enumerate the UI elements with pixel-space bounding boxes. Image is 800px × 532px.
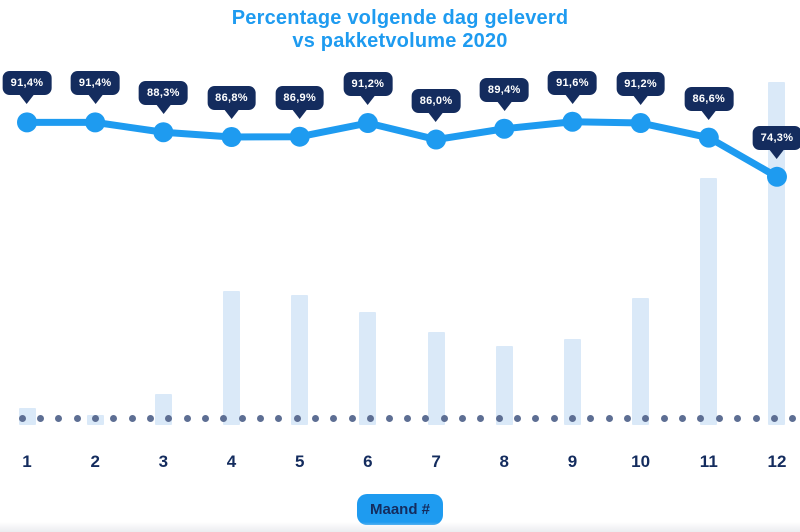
baseline-dot [440,415,448,422]
x-axis-label-6: 6 [363,452,373,471]
data-point-month-10 [630,113,651,134]
volume-bar-month-6 [359,311,377,425]
data-point-month-3 [153,122,174,143]
data-point-month-4 [221,127,242,148]
baseline-dot [624,415,632,422]
baseline-dot [495,415,503,422]
x-axis-label-3: 3 [158,452,169,471]
x-axis-label-12: 12 [767,452,787,471]
baseline-dot [18,415,26,422]
baseline-dot [367,415,375,422]
data-point-month-2 [85,112,106,133]
x-axis-label-7: 7 [431,452,441,471]
data-point-month-1 [17,112,37,133]
baseline-dot [238,415,246,422]
value-tooltip-month-5: 86,9% [275,85,325,110]
data-point-month-6 [357,113,378,134]
baseline-dot [36,415,44,422]
value-tooltip-month-10: 91,2% [616,72,665,96]
value-tooltip-month-11: 86,6% [684,86,734,111]
volume-bar-month-10 [632,298,650,425]
baseline-dot [348,415,356,422]
volume-bar-month-9 [563,339,581,425]
baseline-dot [734,415,742,422]
baseline-dot [660,415,668,422]
x-axis-label-5: 5 [294,452,305,471]
baseline-dot [275,415,283,422]
value-tooltip-month-1: 91,4% [2,71,52,96]
baseline-dot [752,415,760,422]
baseline-dot [605,415,613,422]
baseline-dot [422,415,430,422]
value-tooltip-month-2: 91,4% [70,71,120,96]
baseline-dot [789,415,797,422]
x-axis-label-11: 11 [699,452,718,471]
value-tooltip-month-12: 74,3% [752,125,800,150]
value-tooltip-month-8: 89,4% [479,77,529,102]
baseline-dot [679,415,687,422]
data-point-month-11 [698,127,719,148]
volume-bar-month-7 [427,332,445,425]
baseline-dot [715,415,723,422]
x-axis-title-badge: Maand # [356,494,444,525]
value-tooltip-month-4: 86,8% [207,86,256,110]
baseline-dot [550,415,558,422]
value-tooltip-month-9: 91,6% [548,70,597,95]
baseline-dot [202,415,209,422]
x-axis-label-8: 8 [499,452,509,471]
baseline-dot [587,415,595,422]
chart-title: Percentage volgende dag geleverd vs pakk… [0,7,800,53]
x-axis-label-4: 4 [226,452,237,471]
baseline-dot [477,415,485,422]
data-point-month-7 [426,129,447,150]
chart-title-line-2: vs pakketvolume 2020 [292,30,508,52]
volume-bar-month-11 [700,178,718,425]
baseline-dot [569,415,576,422]
baseline-dot [458,415,466,422]
value-tooltip-month-6: 91,2% [343,72,393,96]
volume-bar-month-8 [495,346,513,425]
baseline-dot [642,415,650,422]
baseline-dot [513,415,521,422]
data-point-month-12 [766,166,787,187]
baseline-dot [403,415,411,422]
data-point-month-5 [289,126,310,147]
baseline-dot [165,415,173,422]
value-tooltip-month-3: 88,3% [139,81,188,106]
x-axis-label-10: 10 [631,452,651,471]
baseline-dot [697,415,705,422]
baseline-dot [330,415,338,422]
baseline-dot [532,415,540,422]
baseline-dot [73,415,81,422]
baseline-dot [183,415,191,422]
volume-bar-month-4 [223,291,241,425]
data-point-month-9 [562,111,583,132]
value-tooltip-month-7: 86,0% [411,88,461,113]
baseline-dot [257,415,265,422]
baseline-dot [146,415,154,422]
baseline-dot [770,415,778,422]
baseline-dot [312,415,320,422]
baseline-dot [293,415,301,422]
baseline-dot [91,415,99,422]
chart-title-line-1: Percentage volgende dag geleverd [231,7,569,29]
baseline-dot [385,415,393,422]
x-axis-label-1: 1 [22,452,32,471]
volume-bar-month-5 [291,294,309,425]
x-axis-label-2: 2 [90,452,100,471]
data-point-month-8 [494,118,515,139]
x-axis-label-9: 9 [567,452,578,471]
trend-line [23,118,781,181]
baseline-dot [220,415,228,422]
baseline-dot [128,415,136,422]
baseline-dot [110,415,118,422]
baseline-dot [55,415,63,422]
